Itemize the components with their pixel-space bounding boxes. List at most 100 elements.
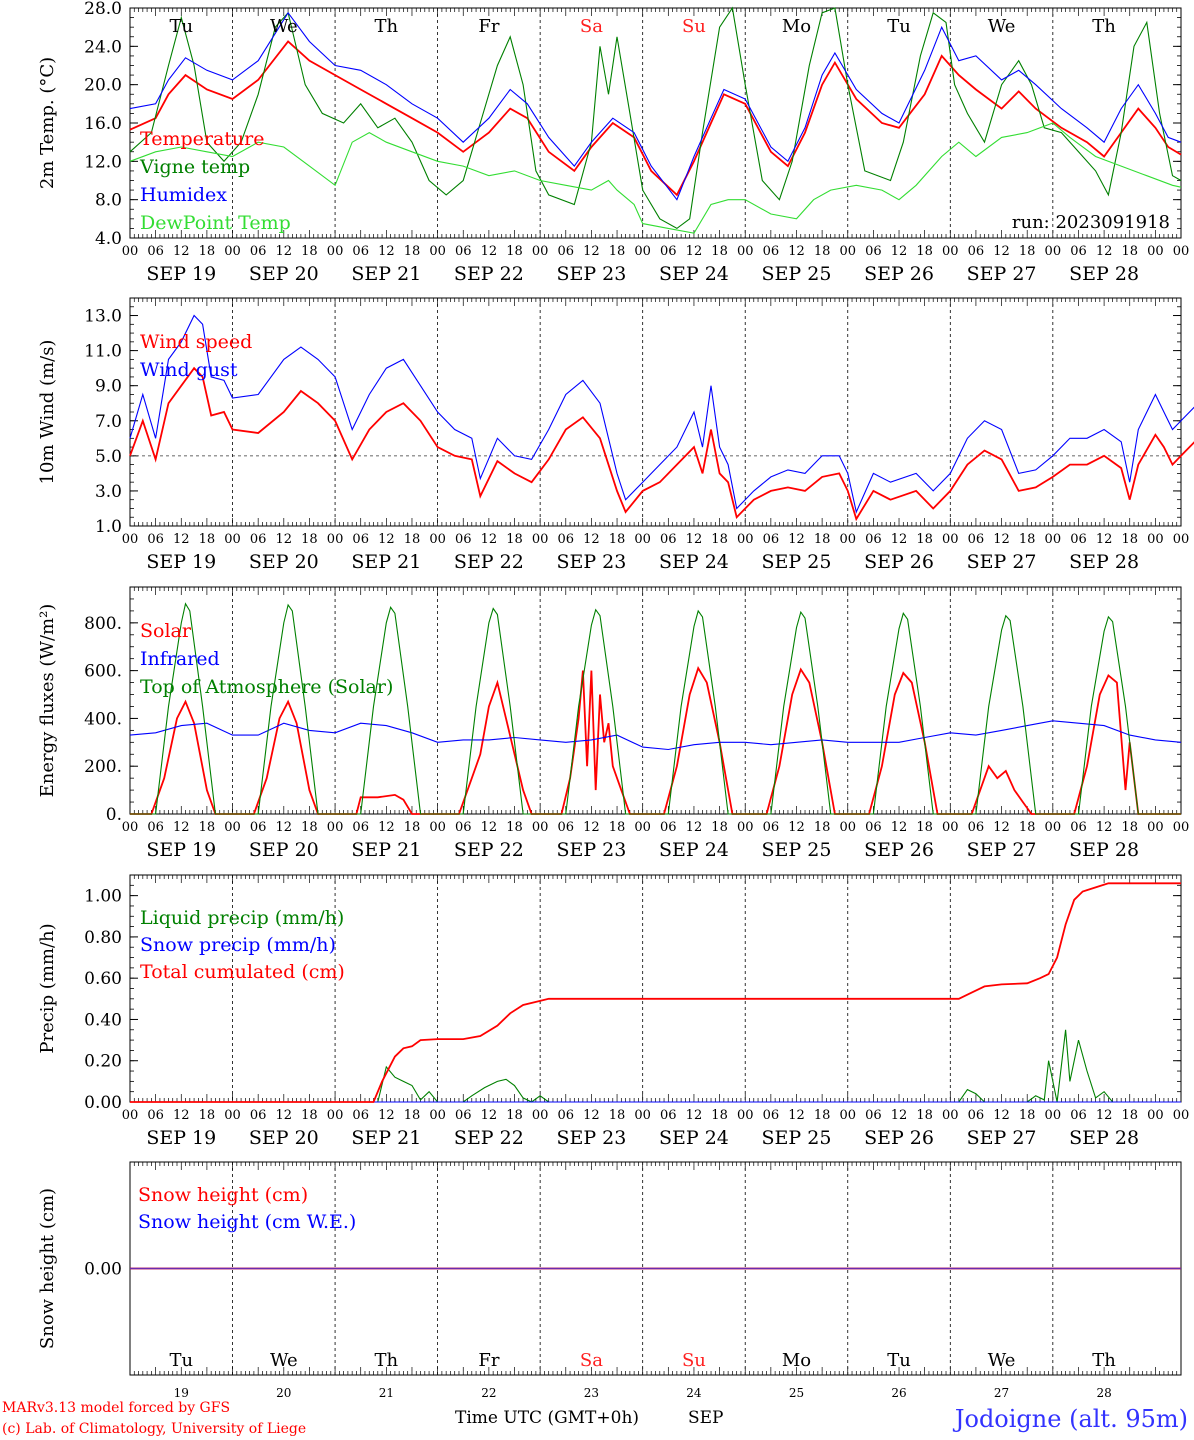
y-tick-label: 0.60 xyxy=(84,969,122,989)
legend-entry: Infrared xyxy=(140,648,220,670)
date-label: SEP 23 xyxy=(556,263,626,285)
hour-label: 06 xyxy=(352,820,369,835)
date-label: SEP 19 xyxy=(146,839,216,861)
hour-label: 18 xyxy=(199,532,216,547)
hour-label: 06 xyxy=(968,820,985,835)
hour-label: 12 xyxy=(481,820,498,835)
hour-label: 18 xyxy=(916,244,933,259)
y-tick-label: 7.0 xyxy=(95,412,122,432)
hour-label: 00 xyxy=(737,820,754,835)
y-tick-label: 0.00 xyxy=(84,1093,122,1113)
date-label: SEP 28 xyxy=(1069,551,1139,573)
hour-label: 18 xyxy=(609,244,626,259)
hour-label: 18 xyxy=(301,820,318,835)
hour-label: 00 xyxy=(224,244,241,259)
y-tick-label: 28.0 xyxy=(84,0,122,19)
y-tick-label: 13.0 xyxy=(84,307,122,327)
series-line xyxy=(130,1029,1181,1103)
hour-label: 12 xyxy=(788,1108,805,1123)
x-axis-month: SEP xyxy=(688,1408,724,1428)
hour-label: 00 xyxy=(327,820,344,835)
hour-label: 06 xyxy=(763,244,780,259)
y-tick-label: 0.80 xyxy=(84,928,122,948)
day-number: 26 xyxy=(891,1386,906,1400)
y-tick-label: 1.00 xyxy=(84,887,122,907)
hour-label: 06 xyxy=(1070,244,1087,259)
series-line xyxy=(129,6,1182,230)
hour-label: 00 xyxy=(1173,244,1190,259)
y-tick-label: 600. xyxy=(84,662,122,682)
hour-label: 06 xyxy=(250,532,267,547)
date-label: SEP 25 xyxy=(762,1127,832,1149)
hour-label: 12 xyxy=(891,820,908,835)
date-label: SEP 28 xyxy=(1069,263,1139,285)
hour-label: 18 xyxy=(199,244,216,259)
hour-label: 12 xyxy=(583,244,600,259)
y-tick-label: 0.40 xyxy=(84,1010,122,1030)
hour-label: 06 xyxy=(865,1108,882,1123)
date-label: SEP 27 xyxy=(967,263,1037,285)
hour-label: 18 xyxy=(301,1108,318,1123)
day-number: 24 xyxy=(686,1386,702,1400)
hour-label: 12 xyxy=(378,1108,395,1123)
y-tick-label: 20.0 xyxy=(84,76,122,96)
series-line xyxy=(129,720,1182,751)
hour-label: 06 xyxy=(558,820,575,835)
series-line xyxy=(129,40,1182,197)
hour-label: 00 xyxy=(532,532,549,547)
day-abbr: Th xyxy=(375,1350,399,1371)
day-number: 21 xyxy=(379,1386,394,1400)
x-axis-title: Time UTC (GMT+0h) xyxy=(455,1408,639,1428)
date-label: SEP 23 xyxy=(556,551,626,573)
hour-label: 12 xyxy=(686,244,703,259)
y-tick-label: 800. xyxy=(84,614,122,634)
hour-label: 06 xyxy=(352,1108,369,1123)
series-line xyxy=(130,602,1181,815)
hour-label: 18 xyxy=(301,244,318,259)
day-abbr: Tu xyxy=(887,1350,911,1371)
hour-label: 12 xyxy=(173,244,190,259)
hour-label: 12 xyxy=(276,532,293,547)
hour-label: 06 xyxy=(865,820,882,835)
day-number: 28 xyxy=(1096,1386,1111,1400)
hour-label: 12 xyxy=(686,1108,703,1123)
hour-label: 00 xyxy=(224,1108,241,1123)
day-abbr: Tu xyxy=(169,1350,193,1371)
hour-label: 06 xyxy=(147,244,164,259)
hour-label: 06 xyxy=(250,244,267,259)
hour-label: 12 xyxy=(378,532,395,547)
panel-2: 1.0 3.0 5.0 7.0 9.0 11.0 13.0 10m Wind (m/s) Win… xyxy=(37,297,1194,573)
hour-label: 12 xyxy=(788,820,805,835)
date-label: SEP 22 xyxy=(454,1127,524,1149)
hour-label: 18 xyxy=(506,244,523,259)
date-label: SEP 19 xyxy=(146,551,216,573)
y-tick-label: 0.00 xyxy=(84,1260,122,1280)
day-abbr: Th xyxy=(375,16,399,37)
hour-label: 00 xyxy=(327,532,344,547)
hour-label: 00 xyxy=(224,820,241,835)
date-label: SEP 24 xyxy=(659,551,729,573)
hour-label: 00 xyxy=(737,1108,754,1123)
hour-label: 06 xyxy=(455,532,472,547)
date-label: SEP 28 xyxy=(1069,1127,1139,1149)
hour-label: 12 xyxy=(686,532,703,547)
hour-label: 18 xyxy=(814,1108,831,1123)
credit-line-1: MARv3.13 model forced by GFS xyxy=(2,1400,230,1416)
hour-label: 06 xyxy=(968,1108,985,1123)
hour-label: 00 xyxy=(1147,244,1164,259)
hour-label: 18 xyxy=(1019,244,1036,259)
date-label: SEP 22 xyxy=(454,263,524,285)
hour-label: 00 xyxy=(1147,1108,1164,1123)
hour-label: 18 xyxy=(404,532,421,547)
y-tick-label: 0. xyxy=(106,805,122,825)
hour-label: 06 xyxy=(147,532,164,547)
hour-label: 18 xyxy=(916,532,933,547)
hour-label: 06 xyxy=(147,1108,164,1123)
date-label: SEP 22 xyxy=(454,551,524,573)
hour-label: 18 xyxy=(1019,820,1036,835)
date-label: SEP 19 xyxy=(146,1127,216,1149)
hour-label: 00 xyxy=(1173,820,1190,835)
hour-label: 12 xyxy=(1096,244,1113,259)
day-abbr: Su xyxy=(682,16,706,37)
y-axis-title: Precip (mm/h) xyxy=(37,923,58,1053)
